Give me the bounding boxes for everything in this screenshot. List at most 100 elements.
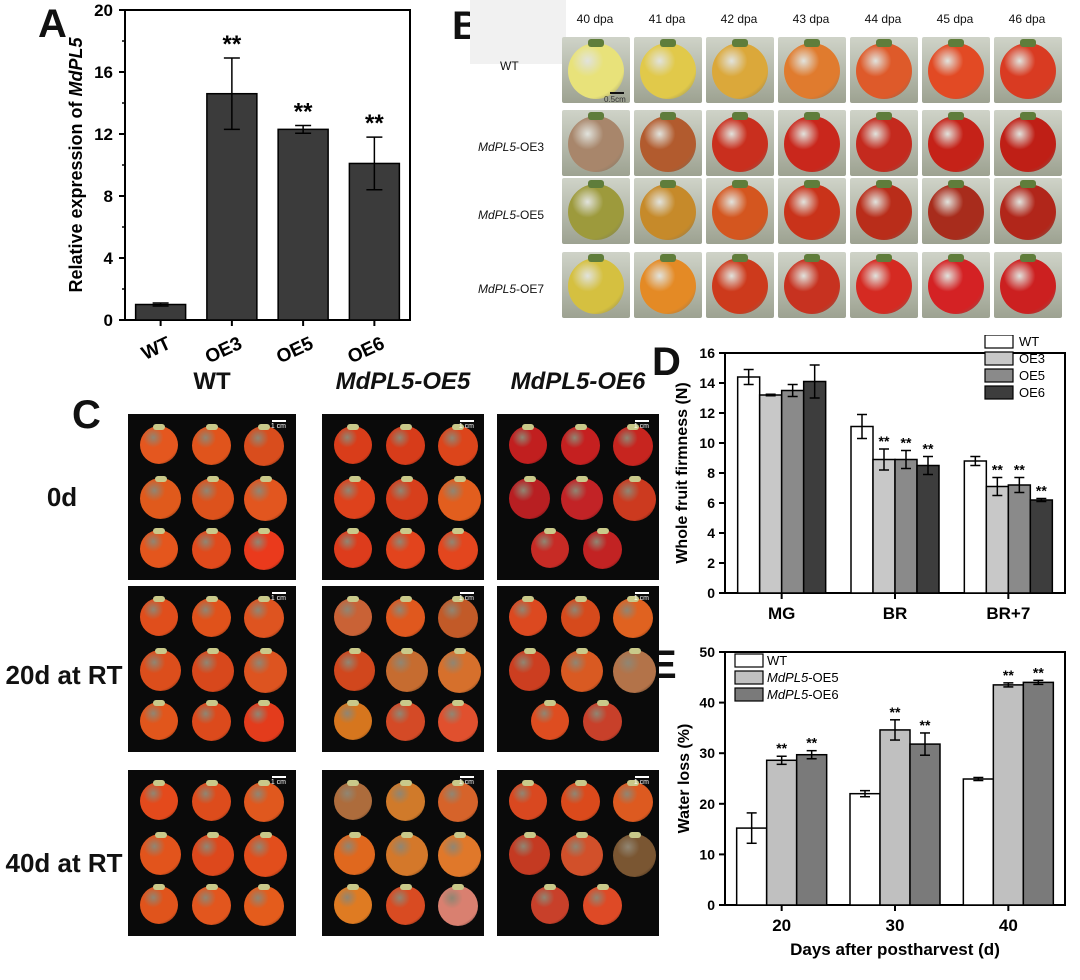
calyx [205,596,218,602]
fruit-photo: 1 cm [497,586,659,752]
tomato-photo [634,37,702,103]
storage-time-label: 40d at RT [5,848,123,878]
y-tick-label: 8 [707,465,715,481]
calyx [153,780,165,786]
tomato-fruit [712,116,768,172]
line-name: WT [500,59,519,73]
tomato-photo [634,178,702,244]
scale-bar-label: 1 cm [633,423,649,430]
fruit [244,834,287,877]
calyx [153,424,165,430]
calyx-stem [804,39,820,47]
tomato-fruit [568,184,624,240]
tomato-fruit [856,258,912,314]
line-name: -OE3 [516,140,545,154]
calyx [347,424,359,430]
tomato-fruit [640,258,696,314]
calyx [205,700,218,706]
fruit [140,478,181,519]
legend-swatch [984,351,1014,366]
y-tick-label: 10 [699,435,715,451]
x-tick-label: BR+7 [986,604,1030,623]
calyx [576,832,588,838]
tomato-photo [562,252,630,318]
tomato-photo [562,37,630,103]
tomato-fruit [928,43,984,99]
calyx [399,884,412,890]
genotype-row-label: WT [500,59,519,73]
tomato-photo [922,178,990,244]
panel-b-backdrop [470,0,566,64]
calyx [576,648,588,654]
calyx [574,424,587,430]
calyx [523,648,536,654]
legend-label: MdPL5-OE5 [767,670,839,685]
y-tick-label: 10 [699,846,715,862]
fruit [244,426,284,466]
fruit [613,478,656,521]
tomato-fruit [640,184,696,240]
scale-bar [272,420,286,422]
treatment-column-label: WT [128,368,296,396]
fruit [244,886,284,926]
calyx-stem [660,180,676,188]
calyx [452,528,464,534]
y-tick-label: 2 [707,555,715,571]
calyx [205,424,218,430]
scale-bar [635,592,649,594]
calyx [523,476,536,482]
genotype-row-label: MdPL5-OE3 [478,140,544,154]
y-tick-label: 20 [699,796,715,812]
tomato-fruit [640,43,696,99]
significance-mark: ** [879,433,890,449]
tomato-photo [850,252,918,318]
scale-bar-label: 1 cm [270,779,286,786]
calyx [347,780,359,786]
bar [849,792,881,906]
fruit [386,650,428,692]
scale-bar-label: 1 cm [270,595,286,602]
legend-swatch [984,385,1014,400]
calyx [523,832,536,838]
y-tick-label: 14 [699,375,715,391]
legend-label: MdPL5-OE6 [767,687,839,702]
y-axis-label: Relative expression of MdPL5 [66,36,86,292]
fruit [531,530,569,568]
calyx [259,648,272,654]
x-tick-label: OE5 [273,333,317,368]
treatment-column-label: MdPL5-OE5 [322,368,484,396]
storage-time-label: 20d at RT [5,660,123,690]
fruit [192,598,231,637]
calyx [207,476,219,482]
calyx-stem [732,254,748,262]
tomato-photo [994,37,1062,103]
scale-bar-label: 1 cm [458,423,474,430]
scale-bar [460,420,474,422]
bar-oe5 [277,128,329,321]
calyx [522,596,534,602]
fruit [334,530,372,568]
tomato-fruit [568,116,624,172]
bar-oe3 [206,92,258,321]
fruit [244,702,284,742]
fruit [386,478,428,520]
fruit [192,782,231,821]
tomato-fruit [640,116,696,172]
y-tick-label: 16 [699,345,715,361]
calyx-stem [660,254,676,262]
y-tick-label: 30 [699,745,715,761]
calyx [596,884,609,890]
bar [872,458,896,594]
line-name: -OE5 [414,368,471,395]
calyx-stem [804,180,820,188]
tomato-photo [634,110,702,176]
dpa-column-label: 44 dpa [864,12,902,26]
tomato-fruit [568,43,624,99]
fruit [561,426,600,465]
calyx [399,780,412,786]
calyx [207,832,219,838]
calyx [259,476,272,482]
calyx-stem [948,39,964,47]
calyx [452,700,464,706]
scale-bar [635,776,649,778]
